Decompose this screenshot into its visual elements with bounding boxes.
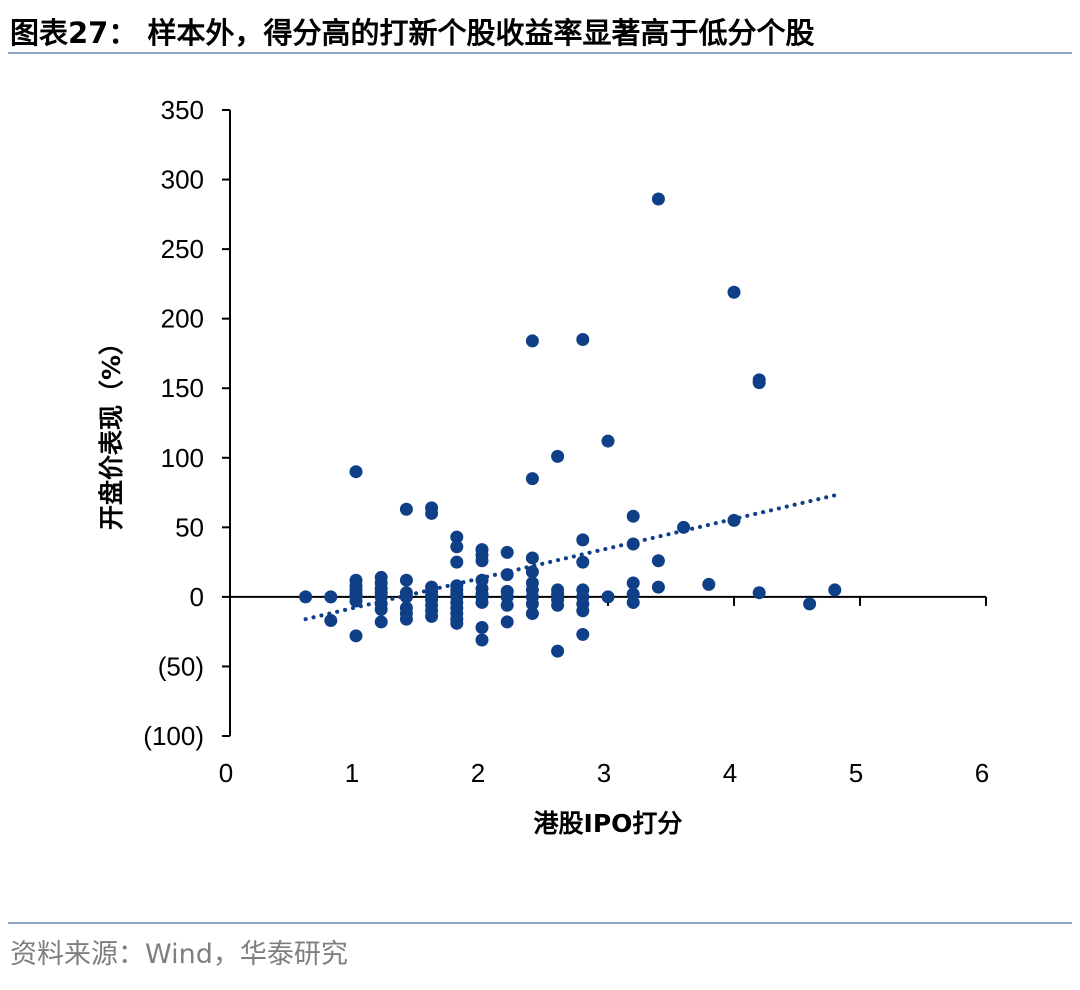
- scatter-chart: 350 300 250 200 150 100 50 0 (50) (100) 0 1 2 3 4 5 6 港…: [97, 95, 989, 838]
- x-tick-label: 1: [345, 758, 359, 788]
- data-point: [450, 616, 464, 630]
- data-point: [324, 590, 338, 604]
- x-tick-label: 3: [597, 758, 611, 788]
- x-tick-label: 5: [849, 758, 863, 788]
- x-tick-label: 4: [723, 758, 737, 788]
- data-point: [450, 540, 464, 554]
- trendline: [303, 493, 837, 622]
- data-point: [349, 629, 363, 643]
- data-point: [324, 614, 338, 628]
- data-point: [399, 573, 413, 587]
- data-point: [576, 333, 590, 347]
- data-point: [425, 609, 439, 623]
- data-point: [651, 554, 665, 568]
- y-tick-label: 300: [161, 165, 204, 195]
- data-point: [551, 449, 565, 463]
- source-note: 资料来源：Wind，华泰研究: [10, 939, 348, 970]
- data-point: [651, 192, 665, 206]
- data-point: [525, 472, 539, 486]
- data-point: [525, 565, 539, 579]
- data-point: [450, 555, 464, 569]
- data-point: [727, 513, 741, 527]
- data-point: [399, 612, 413, 626]
- data-point: [450, 530, 464, 544]
- data-point: [425, 506, 439, 520]
- data-point: [475, 595, 489, 609]
- y-tick-label: (100): [143, 721, 204, 751]
- data-point: [803, 597, 817, 611]
- x-tick-label: 0: [219, 758, 233, 788]
- data-point: [702, 577, 716, 591]
- data-point: [626, 576, 640, 590]
- x-axis-ticks: 0 1 2 3 4 5 6: [219, 596, 989, 788]
- data-point: [576, 533, 590, 547]
- data-point: [626, 595, 640, 609]
- data-points: [299, 192, 842, 658]
- data-point: [399, 590, 413, 604]
- y-tick-label: 50: [175, 512, 204, 542]
- y-tick-label: 150: [161, 373, 204, 403]
- y-tick-label: 200: [161, 304, 204, 334]
- data-point: [525, 607, 539, 621]
- y-axis-title: 开盘价表现（%）: [97, 330, 126, 530]
- footer-divider: [8, 922, 1072, 924]
- data-point: [500, 545, 514, 559]
- data-point: [475, 620, 489, 634]
- y-tick-label: 350: [161, 95, 204, 125]
- title-divider: [8, 52, 1072, 54]
- data-point: [349, 594, 363, 608]
- x-axis-title: 港股IPO打分: [534, 809, 683, 838]
- y-axis-ticks: 350 300 250 200 150 100 50 0 (50) (100): [143, 95, 230, 751]
- data-point: [299, 590, 313, 604]
- data-point: [349, 465, 363, 479]
- data-point: [500, 598, 514, 612]
- data-point: [399, 502, 413, 516]
- data-point: [374, 615, 388, 629]
- x-tick-label: 2: [471, 758, 485, 788]
- data-point: [576, 604, 590, 618]
- y-tick-label: 100: [161, 443, 204, 473]
- y-tick-label: (50): [158, 651, 204, 681]
- data-point: [551, 644, 565, 658]
- data-point: [601, 434, 615, 448]
- data-point: [727, 285, 741, 299]
- data-point: [525, 551, 539, 565]
- x-tick-label: 6: [975, 758, 989, 788]
- data-point: [576, 555, 590, 569]
- data-point: [525, 597, 539, 611]
- data-point: [752, 376, 766, 390]
- data-point: [475, 633, 489, 647]
- data-point: [500, 615, 514, 629]
- y-tick-label: 250: [161, 234, 204, 264]
- y-tick-label: 0: [190, 582, 204, 612]
- data-point: [828, 583, 842, 597]
- figure-title: 图表27： 样本外，得分高的打新个股收益率显著高于低分个股: [10, 16, 815, 50]
- data-point: [677, 520, 691, 534]
- data-point: [651, 580, 665, 594]
- data-point: [601, 590, 615, 604]
- data-point: [475, 554, 489, 568]
- data-point: [752, 586, 766, 600]
- data-point: [525, 334, 539, 348]
- data-point: [626, 509, 640, 523]
- data-point: [374, 602, 388, 616]
- data-point: [551, 598, 565, 612]
- data-point: [576, 627, 590, 641]
